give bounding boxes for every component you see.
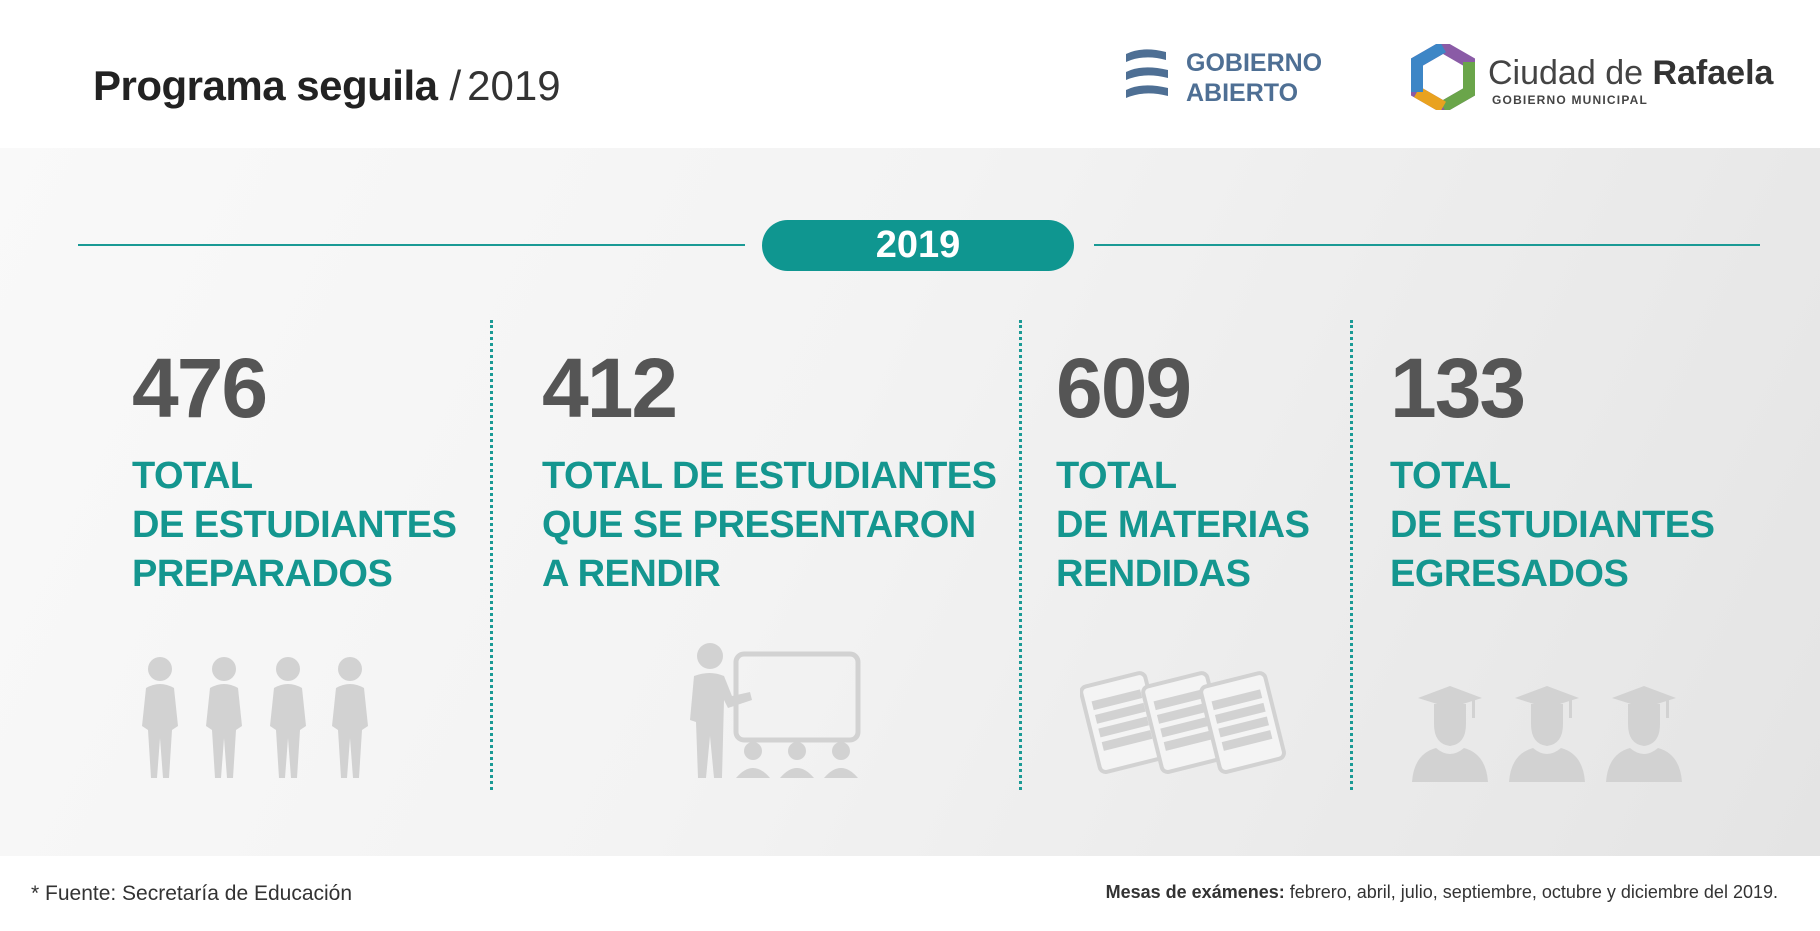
stat-label-line: DE ESTUDIANTES: [132, 504, 457, 546]
column-divider: [1019, 320, 1022, 790]
stat-value: 133: [1390, 341, 1526, 435]
column-divider: [490, 320, 493, 790]
stat-label: TOTAL DE ESTUDIANTES EGRESADOS: [1390, 452, 1715, 599]
presentation-icon: [690, 643, 861, 778]
graduates-icon: [1412, 686, 1682, 782]
stat-label-line: TOTAL DE ESTUDIANTES: [542, 455, 997, 497]
gobierno-abierto-text: GOBIERNO ABIERTO: [1186, 48, 1322, 108]
banner-rule-right: [1094, 244, 1760, 246]
column-divider: [1350, 320, 1353, 790]
gobierno-abierto-line1: GOBIERNO: [1186, 49, 1323, 77]
banner-rule-left: [78, 244, 745, 246]
stat-label-line: EGRESADOS: [1390, 553, 1629, 595]
source-note: * Fuente: Secretaría de Educación: [31, 882, 353, 905]
stat-value: 609: [1056, 341, 1192, 435]
year-badge: 2019: [762, 220, 1074, 271]
stat-students-prepared: 476 TOTAL DE ESTUDIANTES PREPARADOS: [132, 338, 457, 599]
stat-value: 476: [132, 341, 268, 435]
rafaela-hexagon-icon: [1411, 40, 1475, 114]
rafaela-name-regular: Ciudad de: [1488, 54, 1653, 92]
page-title: Programa seguila/2019: [93, 62, 561, 110]
stat-label-line: RENDIDAS: [1056, 553, 1251, 595]
documents-icon: [1080, 671, 1286, 774]
stat-label-line: A RENDIR: [542, 553, 721, 595]
stat-label-line: TOTAL: [1056, 455, 1177, 497]
stat-label-line: TOTAL: [1390, 455, 1511, 497]
gobierno-abierto-logo: GOBIERNO ABIERTO: [1122, 46, 1332, 108]
exam-dates-note: Mesas de exámenes: febrero, abril, julio…: [1106, 882, 1778, 903]
students-icon: [142, 657, 368, 778]
ciudad-rafaela-logo: Ciudad de Rafaela GOBIERNO MUNICIPAL: [1410, 40, 1773, 114]
stats-panel: 2019 476 TOTAL DE ESTUDIANTES PREPARADOS…: [0, 148, 1820, 856]
stat-label-line: TOTAL: [132, 455, 253, 497]
exam-dates-text: febrero, abril, julio, septiembre, octub…: [1284, 882, 1778, 902]
gobierno-abierto-line2: ABIERTO: [1186, 79, 1299, 107]
stat-label: TOTAL DE ESTUDIANTES QUE SE PRESENTARON …: [542, 452, 997, 599]
header: Programa seguila/2019 GOBIERNO ABIERTO C…: [0, 0, 1820, 148]
stat-label: TOTAL DE MATERIAS RENDIDAS: [1056, 452, 1310, 599]
title-year: 2019: [467, 62, 561, 109]
rafaela-subtitle: GOBIERNO MUNICIPAL: [1492, 93, 1649, 107]
stat-label-line: PREPARADOS: [132, 553, 393, 595]
stat-subjects-taken: 609 TOTAL DE MATERIAS RENDIDAS: [1056, 338, 1310, 599]
stat-label-line: DE ESTUDIANTES: [1390, 504, 1715, 546]
stat-value: 412: [542, 341, 678, 435]
stat-students-presented: 412 TOTAL DE ESTUDIANTES QUE SE PRESENTA…: [542, 338, 997, 599]
stat-students-graduated: 133 TOTAL DE ESTUDIANTES EGRESADOS: [1390, 338, 1715, 599]
stat-label: TOTAL DE ESTUDIANTES PREPARADOS: [132, 452, 457, 599]
title-main: Programa seguila: [93, 62, 438, 109]
rafaela-name-bold: Rafaela: [1652, 54, 1774, 92]
stat-label-line: DE MATERIAS: [1056, 504, 1310, 546]
rafaela-name: Ciudad de Rafaela: [1488, 54, 1773, 93]
gobierno-abierto-icon: [1126, 49, 1168, 98]
title-separator: /: [449, 62, 462, 109]
stat-label-line: QUE SE PRESENTARON: [542, 504, 976, 546]
exam-dates-label: Mesas de exámenes:: [1105, 882, 1285, 902]
